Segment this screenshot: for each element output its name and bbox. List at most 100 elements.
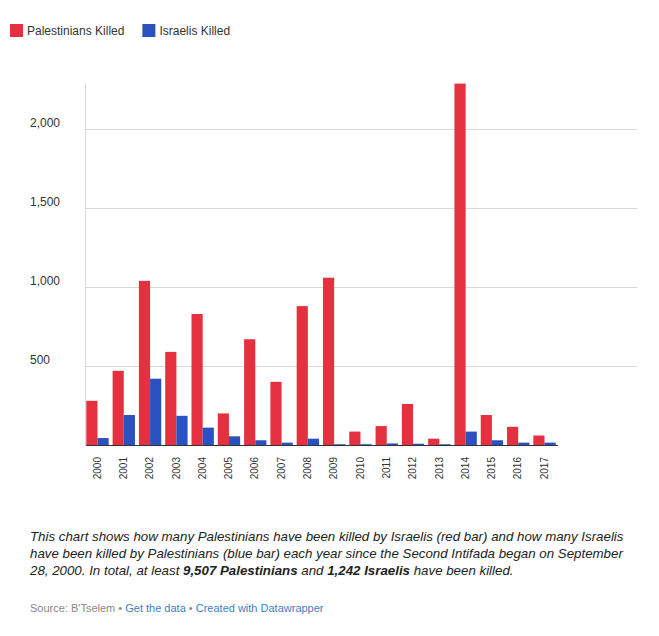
source-link[interactable]: Created with Datawrapper (196, 602, 324, 614)
bar (270, 382, 281, 445)
y-tick: 2,000 (30, 116, 85, 130)
bar (533, 436, 544, 445)
legend-label: Israelis Killed (159, 24, 230, 38)
x-tick-label: 2013 (434, 457, 445, 480)
bar-group (139, 281, 161, 445)
bar (191, 314, 202, 445)
source-text: • (115, 602, 125, 614)
bar (492, 440, 503, 445)
bar (229, 436, 240, 445)
x-tick: 2017 (539, 445, 550, 479)
caption: This chart shows how many Palestinians h… (30, 528, 632, 579)
x-tick-label: 2002 (144, 457, 155, 480)
bar-group (376, 426, 398, 445)
x-tick: 2007 (276, 445, 287, 479)
bar (387, 443, 398, 445)
x-tick-label: 2011 (381, 457, 392, 479)
source-link[interactable]: Get the data (125, 602, 186, 614)
y-tick: 500 (30, 353, 85, 367)
bar (139, 281, 150, 445)
x-tick-label: 2015 (486, 457, 497, 480)
source-text: Source: B'Tselem (30, 602, 115, 614)
bar (413, 444, 424, 445)
x-tick: 2009 (328, 445, 339, 479)
bar (323, 278, 334, 445)
legend-item: Israelis Killed (142, 24, 230, 38)
bar-group (454, 84, 476, 445)
bar (297, 306, 308, 445)
grid-line (85, 208, 637, 209)
y-tick-label: 2,000 (30, 116, 60, 130)
bar (454, 84, 465, 445)
x-tick-label: 2012 (407, 457, 418, 480)
x-tick-label: 2010 (355, 457, 366, 480)
bar-group (244, 339, 266, 445)
bar (255, 440, 266, 445)
bar (282, 443, 293, 445)
caption-text: 9,507 Palestinians (183, 563, 298, 578)
bar-group (165, 352, 187, 445)
y-tick-label: 1,000 (30, 274, 60, 288)
grid-line (85, 129, 637, 130)
x-tick-label: 2001 (118, 457, 129, 480)
x-tick-label: 2007 (276, 457, 287, 480)
bar (203, 428, 214, 445)
x-tick: 2003 (171, 445, 182, 479)
bar (439, 444, 450, 445)
caption-text: 1,242 Israelis (327, 563, 410, 578)
x-tick-label: 2006 (249, 457, 260, 480)
page: 5001,0001,5002,0002000200120022003200420… (0, 0, 659, 636)
bar (113, 371, 124, 445)
bar (218, 413, 229, 445)
bar-group (349, 432, 371, 445)
x-tick: 2011 (381, 445, 392, 479)
x-tick: 2005 (223, 445, 234, 479)
bar (402, 404, 413, 445)
x-tick-label: 2003 (171, 457, 182, 480)
y-axis: 500 1,000 1,500 2,000 (30, 83, 86, 446)
source: Source: B'Tselem • Get the data • Create… (30, 602, 324, 614)
bar (86, 401, 97, 445)
x-tick: 2004 (197, 445, 208, 479)
x-tick: 2015 (486, 445, 497, 479)
x-tick: 2008 (302, 445, 313, 479)
chart: 5001,0001,5002,0002000200120022003200420… (0, 0, 659, 520)
x-tick: 2001 (118, 445, 129, 479)
bar (349, 432, 360, 445)
bar (334, 444, 345, 445)
legend-item: Palestinians Killed (10, 24, 124, 38)
bars (86, 84, 555, 445)
x-tick: 2014 (460, 445, 471, 479)
x-tick-label: 2014 (460, 457, 471, 480)
bar-group (323, 278, 345, 445)
x-tick: 2006 (249, 445, 260, 479)
bar (376, 426, 387, 445)
bar-group (533, 436, 555, 445)
caption-text: and (298, 563, 328, 578)
bar-group (191, 314, 213, 445)
bar-group (113, 371, 135, 445)
bar (165, 352, 176, 445)
x-tick-label: 2005 (223, 457, 234, 480)
x-axis-line (86, 445, 558, 446)
y-tick-label: 1,500 (30, 195, 60, 209)
x-tick: 2002 (144, 445, 155, 479)
bar (360, 444, 371, 445)
bar-group (481, 415, 503, 445)
legend-label: Palestinians Killed (27, 24, 124, 38)
bar-group (297, 306, 319, 445)
bar-group (507, 427, 529, 445)
bar (507, 427, 518, 445)
grid-line (85, 287, 637, 288)
legend-swatch (10, 24, 23, 37)
bar (518, 443, 529, 445)
legend-swatch (142, 24, 155, 37)
bar-group (86, 401, 108, 445)
bar (97, 438, 108, 445)
x-tick-label: 2004 (197, 457, 208, 480)
y-tick: 1,500 (30, 195, 85, 209)
bar-group (402, 404, 424, 445)
x-tick: 2016 (512, 445, 523, 479)
bar (244, 339, 255, 445)
x-tick: 2010 (355, 445, 366, 479)
